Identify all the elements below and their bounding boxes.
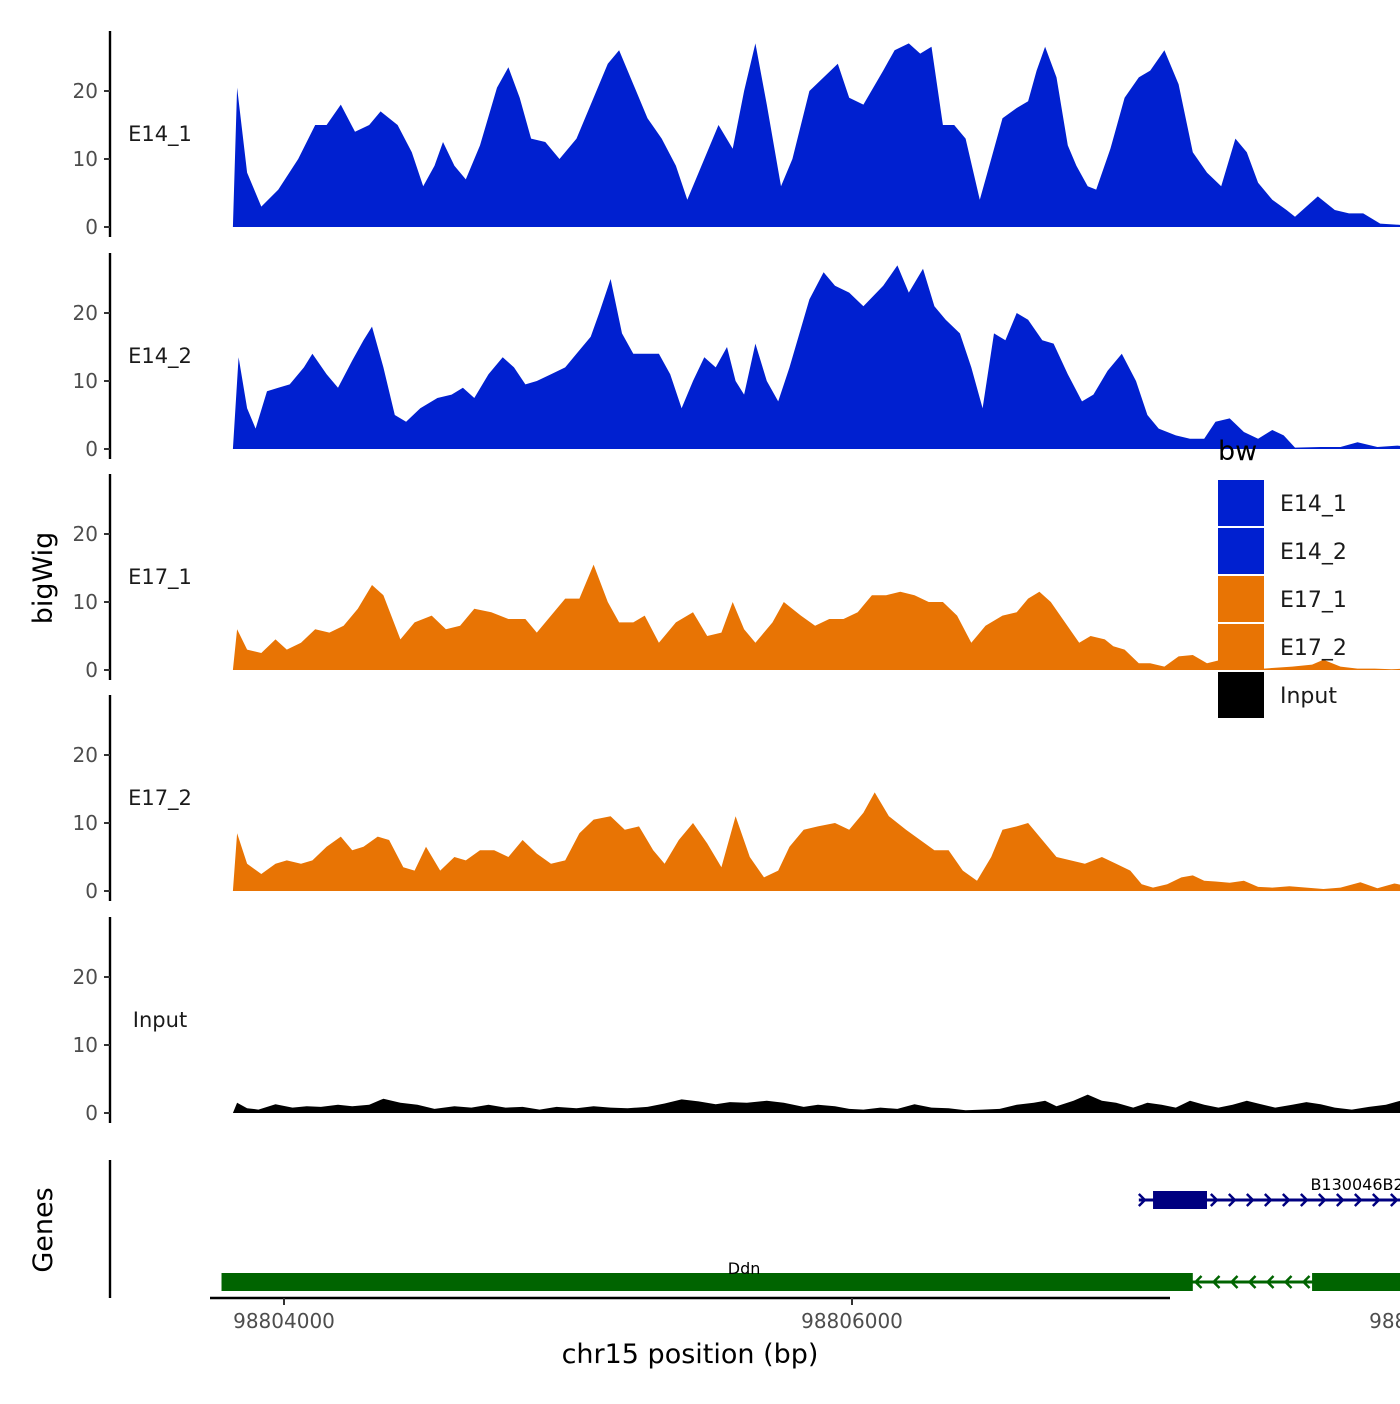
y-tick-label: 20 (73, 965, 98, 989)
legend-title: bw (1218, 436, 1257, 467)
track-panel-e14_1: 0 10 20 E14_1 (73, 31, 1400, 239)
y-tick-label: 10 (73, 590, 98, 614)
coverage-area-e14_2 (232, 265, 1400, 449)
strand-chevron (1211, 1275, 1221, 1289)
x-tick-label: 98804000 (233, 1309, 335, 1333)
track-panel-e17_2: 0 10 20 E17_2 (73, 695, 1400, 903)
legend-key-e14_1 (1218, 480, 1264, 526)
genes-layer: B130046B21Rik Ddn (108, 1160, 1400, 1298)
track-label-e17_2: E17_2 (128, 786, 192, 811)
legend-label-e14_2: E14_2 (1280, 540, 1347, 565)
legend-key-e14_2 (1218, 528, 1264, 574)
track-label-input: Input (133, 1008, 187, 1032)
coverage-area-e17_2 (232, 792, 1400, 891)
axes-layer: bigWig Genes chr15 position (bp) 9880400… (28, 532, 1400, 1370)
y-axis-title: bigWig (28, 532, 59, 625)
coverage-area-input (232, 1094, 1400, 1113)
coverage-area-e17_1 (232, 564, 1400, 670)
tracks-layer: 0 10 20 E14_1 0 10 20 E14_2 0 10 20 E17_1 0 10 20 E17_2… (73, 31, 1400, 1125)
strand-chevron (1281, 1193, 1291, 1207)
track-panel-input: 0 10 20 Input (73, 917, 1400, 1125)
y-tick-label: 10 (73, 147, 98, 171)
legend-label-input: Input (1280, 684, 1337, 709)
strand-chevron (1317, 1193, 1327, 1207)
y-tick-label: 10 (73, 1033, 98, 1057)
x-tick-label: 98808000 (1369, 1309, 1400, 1333)
strand-chevron (1245, 1193, 1255, 1207)
strand-chevron (1265, 1275, 1275, 1289)
strand-chevron (1283, 1275, 1293, 1289)
y-tick-label: 20 (73, 79, 98, 103)
track-label-e14_1: E14_1 (128, 122, 192, 147)
gene-b130046b21rik: B130046B21Rik (1137, 1175, 1400, 1209)
strand-chevron (1263, 1193, 1273, 1207)
strand-chevron (1301, 1275, 1311, 1289)
y-tick-label: 0 (85, 658, 98, 682)
legend: bw E14_1 E14_2 E17_1 E17_2 Input (1218, 436, 1347, 718)
track-label-e17_1: E17_1 (128, 565, 192, 590)
coverage-area-e14_1 (232, 43, 1400, 227)
genes-axis-title: Genes (28, 1187, 59, 1272)
gene-label: Ddn (728, 1259, 761, 1278)
legend-label-e17_2: E17_2 (1280, 636, 1347, 661)
track-panel-e17_1: 0 10 20 E17_1 (73, 474, 1400, 682)
x-axis-title: chr15 position (bp) (562, 1339, 819, 1370)
gene-label: B130046B21Rik (1310, 1175, 1400, 1194)
y-tick-label: 20 (73, 743, 98, 767)
strand-chevron (1299, 1193, 1309, 1207)
track-panel-e14_2: 0 10 20 E14_2 (73, 253, 1400, 461)
strand-chevron (1247, 1275, 1257, 1289)
strand-chevron (1335, 1193, 1345, 1207)
strand-chevron (1209, 1193, 1219, 1207)
legend-label-e17_1: E17_1 (1280, 588, 1347, 613)
y-tick-label: 0 (85, 1101, 98, 1125)
y-tick-label: 0 (85, 215, 98, 239)
legend-key-e17_1 (1218, 576, 1264, 622)
strand-chevron (1371, 1193, 1381, 1207)
legend-label-e14_1: E14_1 (1280, 492, 1347, 517)
gene-exon (221, 1273, 1193, 1291)
y-tick-label: 20 (73, 522, 98, 546)
strand-chevron (1229, 1275, 1239, 1289)
x-tick-label: 98806000 (801, 1309, 903, 1333)
y-tick-label: 20 (73, 301, 98, 325)
gene-ddn: Ddn (221, 1259, 1400, 1291)
strand-chevron (1193, 1275, 1203, 1289)
strand-chevron (1137, 1193, 1147, 1207)
gene-exon (1153, 1191, 1207, 1209)
legend-key-input (1218, 672, 1264, 718)
track-label-e14_2: E14_2 (128, 344, 192, 369)
y-tick-label: 0 (85, 437, 98, 461)
y-tick-label: 10 (73, 369, 98, 393)
strand-chevron (1389, 1193, 1399, 1207)
y-tick-label: 10 (73, 811, 98, 835)
gene-exon (1312, 1273, 1400, 1291)
strand-chevron (1227, 1193, 1237, 1207)
strand-chevron (1353, 1193, 1363, 1207)
legend-key-e17_2 (1218, 624, 1264, 670)
y-tick-label: 0 (85, 879, 98, 903)
